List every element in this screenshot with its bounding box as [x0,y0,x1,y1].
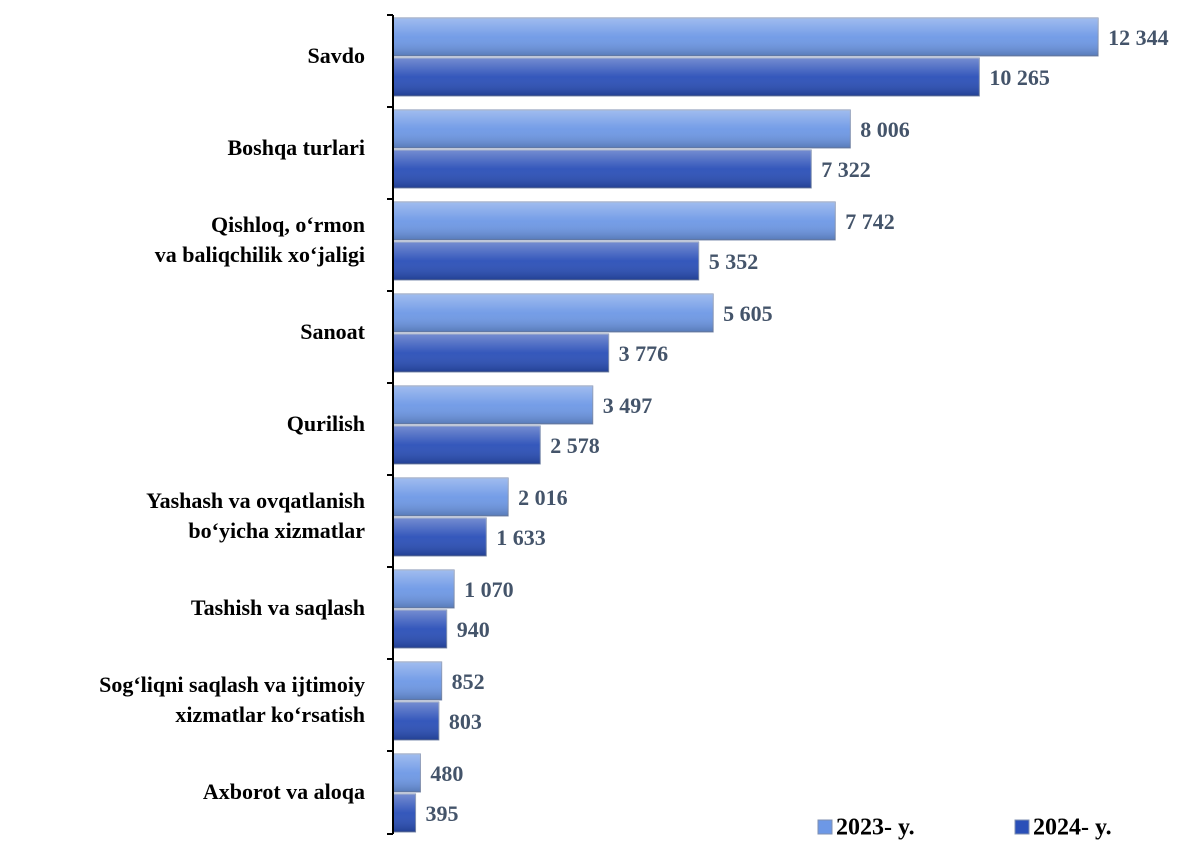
value-label: 5 605 [723,301,773,326]
category-label: Boshqa turlari [227,135,365,160]
category-label: Axborot va aloqa [203,779,365,804]
legend-swatch [1014,819,1030,835]
value-label: 1 070 [464,577,514,602]
bar-shine [393,18,1099,56]
value-label: 852 [452,669,485,694]
bar-shine [393,702,439,740]
category-label: Sog‘liqni saqlash va ijtimoiy xizmatlar k… [99,672,365,727]
value-label: 803 [449,709,482,734]
bar-shine [393,110,851,148]
bar-shine [393,242,699,280]
bar-shine [393,426,541,464]
value-label: 8 006 [860,117,910,142]
value-label: 7 742 [845,209,895,234]
legend-label: 2023- y. [836,815,915,841]
value-label: 940 [457,617,490,642]
bar-shine [393,478,509,516]
bar-shine [393,334,609,372]
legend-swatch [817,819,833,835]
value-label: 3 497 [603,393,653,418]
category-label: Tashish va saqlash [191,595,365,620]
bar-shine [393,610,447,648]
bar-shine [393,754,421,792]
bar-shine [393,294,714,332]
category-label: Qishloq, o‘rmon va baliqchilik xo‘jaligi [155,212,365,267]
value-label: 10 265 [989,65,1050,90]
legend-label: 2024- y. [1033,815,1112,841]
value-label: 5 352 [709,249,759,274]
value-label: 1 633 [496,525,546,550]
bar-shine [393,150,812,188]
category-label: Sanoat [300,319,365,344]
bar-shine [393,662,442,700]
bar-shine [393,794,416,832]
category-label: Qurilish [287,411,365,436]
bar-shine [393,518,487,556]
value-label: 12 344 [1108,25,1169,50]
bar-shine [393,570,455,608]
bar-shine [393,58,980,96]
category-label: Yashash va ovqatlanish bo‘yicha xizmatlar [146,488,365,543]
value-label: 2 016 [518,485,568,510]
value-label: 480 [430,761,463,786]
value-label: 395 [426,801,459,826]
value-label: 2 578 [550,433,600,458]
category-label: Savdo [308,43,365,68]
bar-shine [393,386,593,424]
value-label: 7 322 [821,157,871,182]
bar-shine [393,202,836,240]
value-label: 3 776 [619,341,669,366]
